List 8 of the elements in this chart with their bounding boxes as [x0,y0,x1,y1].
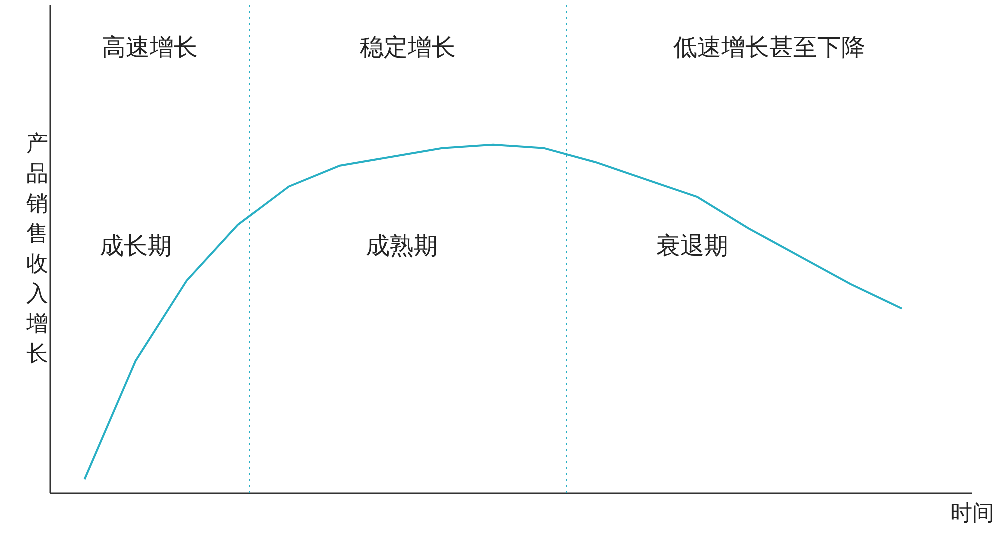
annotation: 成长期 [100,232,172,260]
x-axis-title: 时间 [950,502,994,526]
text: 低速增长甚至下降 [674,33,866,62]
y-axis-title: 产品销售收入增长 [26,132,48,367]
annotation: 成熟期 [366,232,438,260]
annotation: 衰退期 [656,232,729,260]
text: 高速增长 [102,33,198,62]
text: 稳定增长 [360,33,456,62]
